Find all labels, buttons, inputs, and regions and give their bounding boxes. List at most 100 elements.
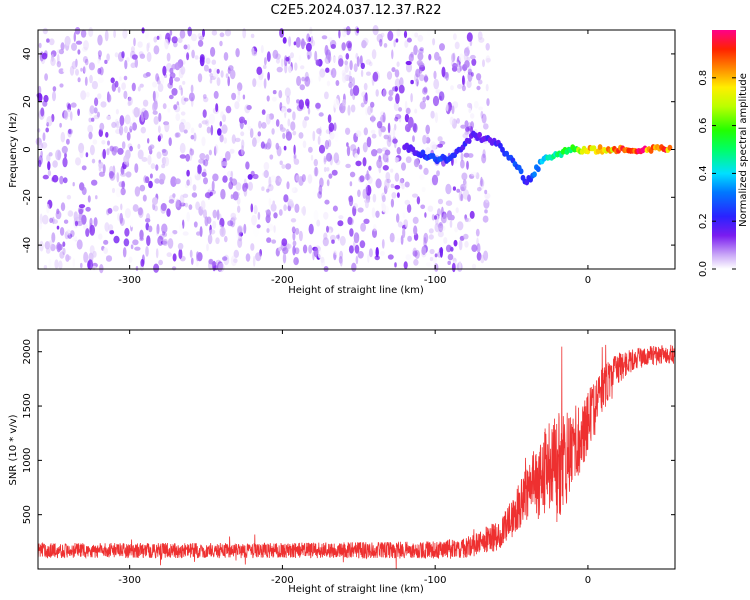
spectrogram-noise-blob <box>396 238 402 244</box>
spectrogram-noise-blob <box>62 241 66 247</box>
spectrogram-noise-blob <box>437 208 441 217</box>
spectrogram-noise-blob <box>231 134 236 144</box>
spectrogram-noise-blob <box>223 52 229 61</box>
spectrogram-noise-blob <box>335 159 341 166</box>
spectrogram-noise-blob <box>340 117 345 125</box>
spectrogram-noise-blob <box>218 224 222 229</box>
spectrogram-noise-blob <box>257 211 261 220</box>
spectrogram-noise-blob <box>46 154 51 162</box>
spectrogram-noise-blob <box>156 35 160 40</box>
spectrogram-noise-blob <box>171 266 177 271</box>
spectrogram-noise-blob <box>42 100 48 107</box>
spectrogram-noise-blob <box>58 49 64 55</box>
spectrogram-noise-blob <box>407 116 414 128</box>
spectrogram-signal-point <box>420 149 426 156</box>
spectrogram-noise-blob <box>324 199 330 205</box>
colorbar-tick-label: 0.6 <box>698 118 709 134</box>
spectrogram-noise-blob <box>290 52 294 59</box>
spectrogram-noise-blob <box>76 220 83 227</box>
spectrogram-noise-blob <box>117 212 121 221</box>
spectrogram-noise-blob <box>460 183 467 192</box>
spectrogram-noise-blob <box>313 158 318 167</box>
spectrogram-noise-blob <box>363 82 368 91</box>
spectrogram-noise-blob <box>184 121 191 131</box>
spectrogram-noise-blob <box>290 185 296 192</box>
spectrogram-noise-blob <box>467 68 473 76</box>
spectrogram-noise-blob <box>152 197 158 206</box>
spectrogram-noise-blob <box>393 39 396 48</box>
spectrogram-noise-blob <box>323 155 327 165</box>
spectrogram-noise-blob <box>396 147 401 155</box>
spectrogram-noise-blob <box>391 49 394 60</box>
spectrogram-noise-blob <box>331 67 337 79</box>
spectrogram-noise-blob <box>43 265 48 270</box>
spectrogram-noise-blob <box>210 46 216 57</box>
spectrogram-noise-blob <box>211 261 217 267</box>
spectrogram-noise-blob <box>332 205 338 212</box>
spectrogram-noise-blob <box>390 183 395 189</box>
spectrogram-noise-blob <box>463 233 469 240</box>
spectrogram-noise-blob <box>252 78 257 88</box>
spectrogram-noise-blob <box>219 32 225 38</box>
spectrogram-noise-blob <box>104 222 110 232</box>
spectrogram-noise-blob <box>166 208 171 217</box>
spectrogram-noise-blob <box>360 69 364 78</box>
spectrogram-noise-blob <box>461 85 466 92</box>
spectrogram-noise-blob <box>394 123 397 131</box>
spectrogram-noise-blob <box>87 259 94 271</box>
spectrogram-noise-blob <box>426 95 430 101</box>
spectrogram-noise-blob <box>237 237 243 248</box>
spectrogram-noise-blob <box>457 84 463 89</box>
spectrogram-noise-blob <box>293 41 297 46</box>
spectrogram-noise-blob <box>452 186 456 191</box>
spectrogram-noise-blob <box>470 113 475 119</box>
spectrogram-noise-blob <box>155 164 159 171</box>
spectrogram-noise-blob <box>395 113 402 120</box>
spectrogram-noise-blob <box>162 103 167 110</box>
spectrogram-noise-blob <box>125 149 131 160</box>
spectrogram-noise-blob <box>196 251 200 262</box>
spectrogram-noise-blob <box>319 126 322 137</box>
spectrogram-noise-blob <box>198 123 202 129</box>
spectrogram-noise-blob <box>389 232 395 243</box>
spectrogram-noise-blob <box>246 105 252 110</box>
spectrogram-noise-blob <box>399 77 404 87</box>
spectrogram-noise-blob <box>413 123 418 133</box>
spectrogram-noise-blob <box>175 199 182 211</box>
spectrogram-noise-blob <box>111 121 117 128</box>
spectrogram-noise-blob <box>185 153 190 162</box>
spectrogram-noise-blob <box>352 85 360 96</box>
spectrogram-noise-blob <box>485 58 491 63</box>
spectrogram-noise-blob <box>348 245 354 254</box>
spectrogram-noise-blob <box>357 146 360 155</box>
spectrogram-noise-blob <box>182 80 186 85</box>
spectrogram-noise-blob <box>59 251 65 259</box>
spectrogram-noise-blob <box>77 77 81 83</box>
spectrogram-noise-blob <box>193 132 197 142</box>
spectrogram-noise-blob <box>463 179 468 190</box>
spectrogram-noise-blob <box>466 79 472 89</box>
spectrogram-noise-blob <box>98 233 103 240</box>
spectrogram-noise-blob <box>39 240 44 252</box>
spectrogram-noise-blob <box>349 181 353 187</box>
spectrogram-noise-blob <box>363 127 368 136</box>
spectrogram-noise-blob <box>468 46 473 51</box>
spectrogram-noise-blob <box>306 33 310 43</box>
spectrogram-noise-blob <box>326 225 329 233</box>
spectrogram-noise-blob <box>372 71 379 82</box>
x-tick-label: 0 <box>585 575 591 586</box>
spectrogram-noise-blob <box>273 225 276 233</box>
spectrogram-noise-blob <box>460 152 464 162</box>
spectrogram-noise-blob <box>431 214 435 221</box>
spectrogram-noise-blob <box>335 80 340 86</box>
spectrogram-signal-point <box>535 166 541 173</box>
spectrogram-noise-blob <box>376 148 383 154</box>
spectrogram-noise-blob <box>82 66 86 74</box>
spectrogram-noise-blob <box>362 142 368 153</box>
spectrogram-noise-blob <box>374 255 380 261</box>
spectrogram-noise-blob <box>295 174 301 182</box>
spectrogram-noise-blob <box>348 195 353 202</box>
colorbar-label: Normalized spectral amplitude <box>738 73 749 227</box>
spectrogram-noise-blob <box>458 239 463 251</box>
spectrogram-noise-blob <box>464 240 469 248</box>
